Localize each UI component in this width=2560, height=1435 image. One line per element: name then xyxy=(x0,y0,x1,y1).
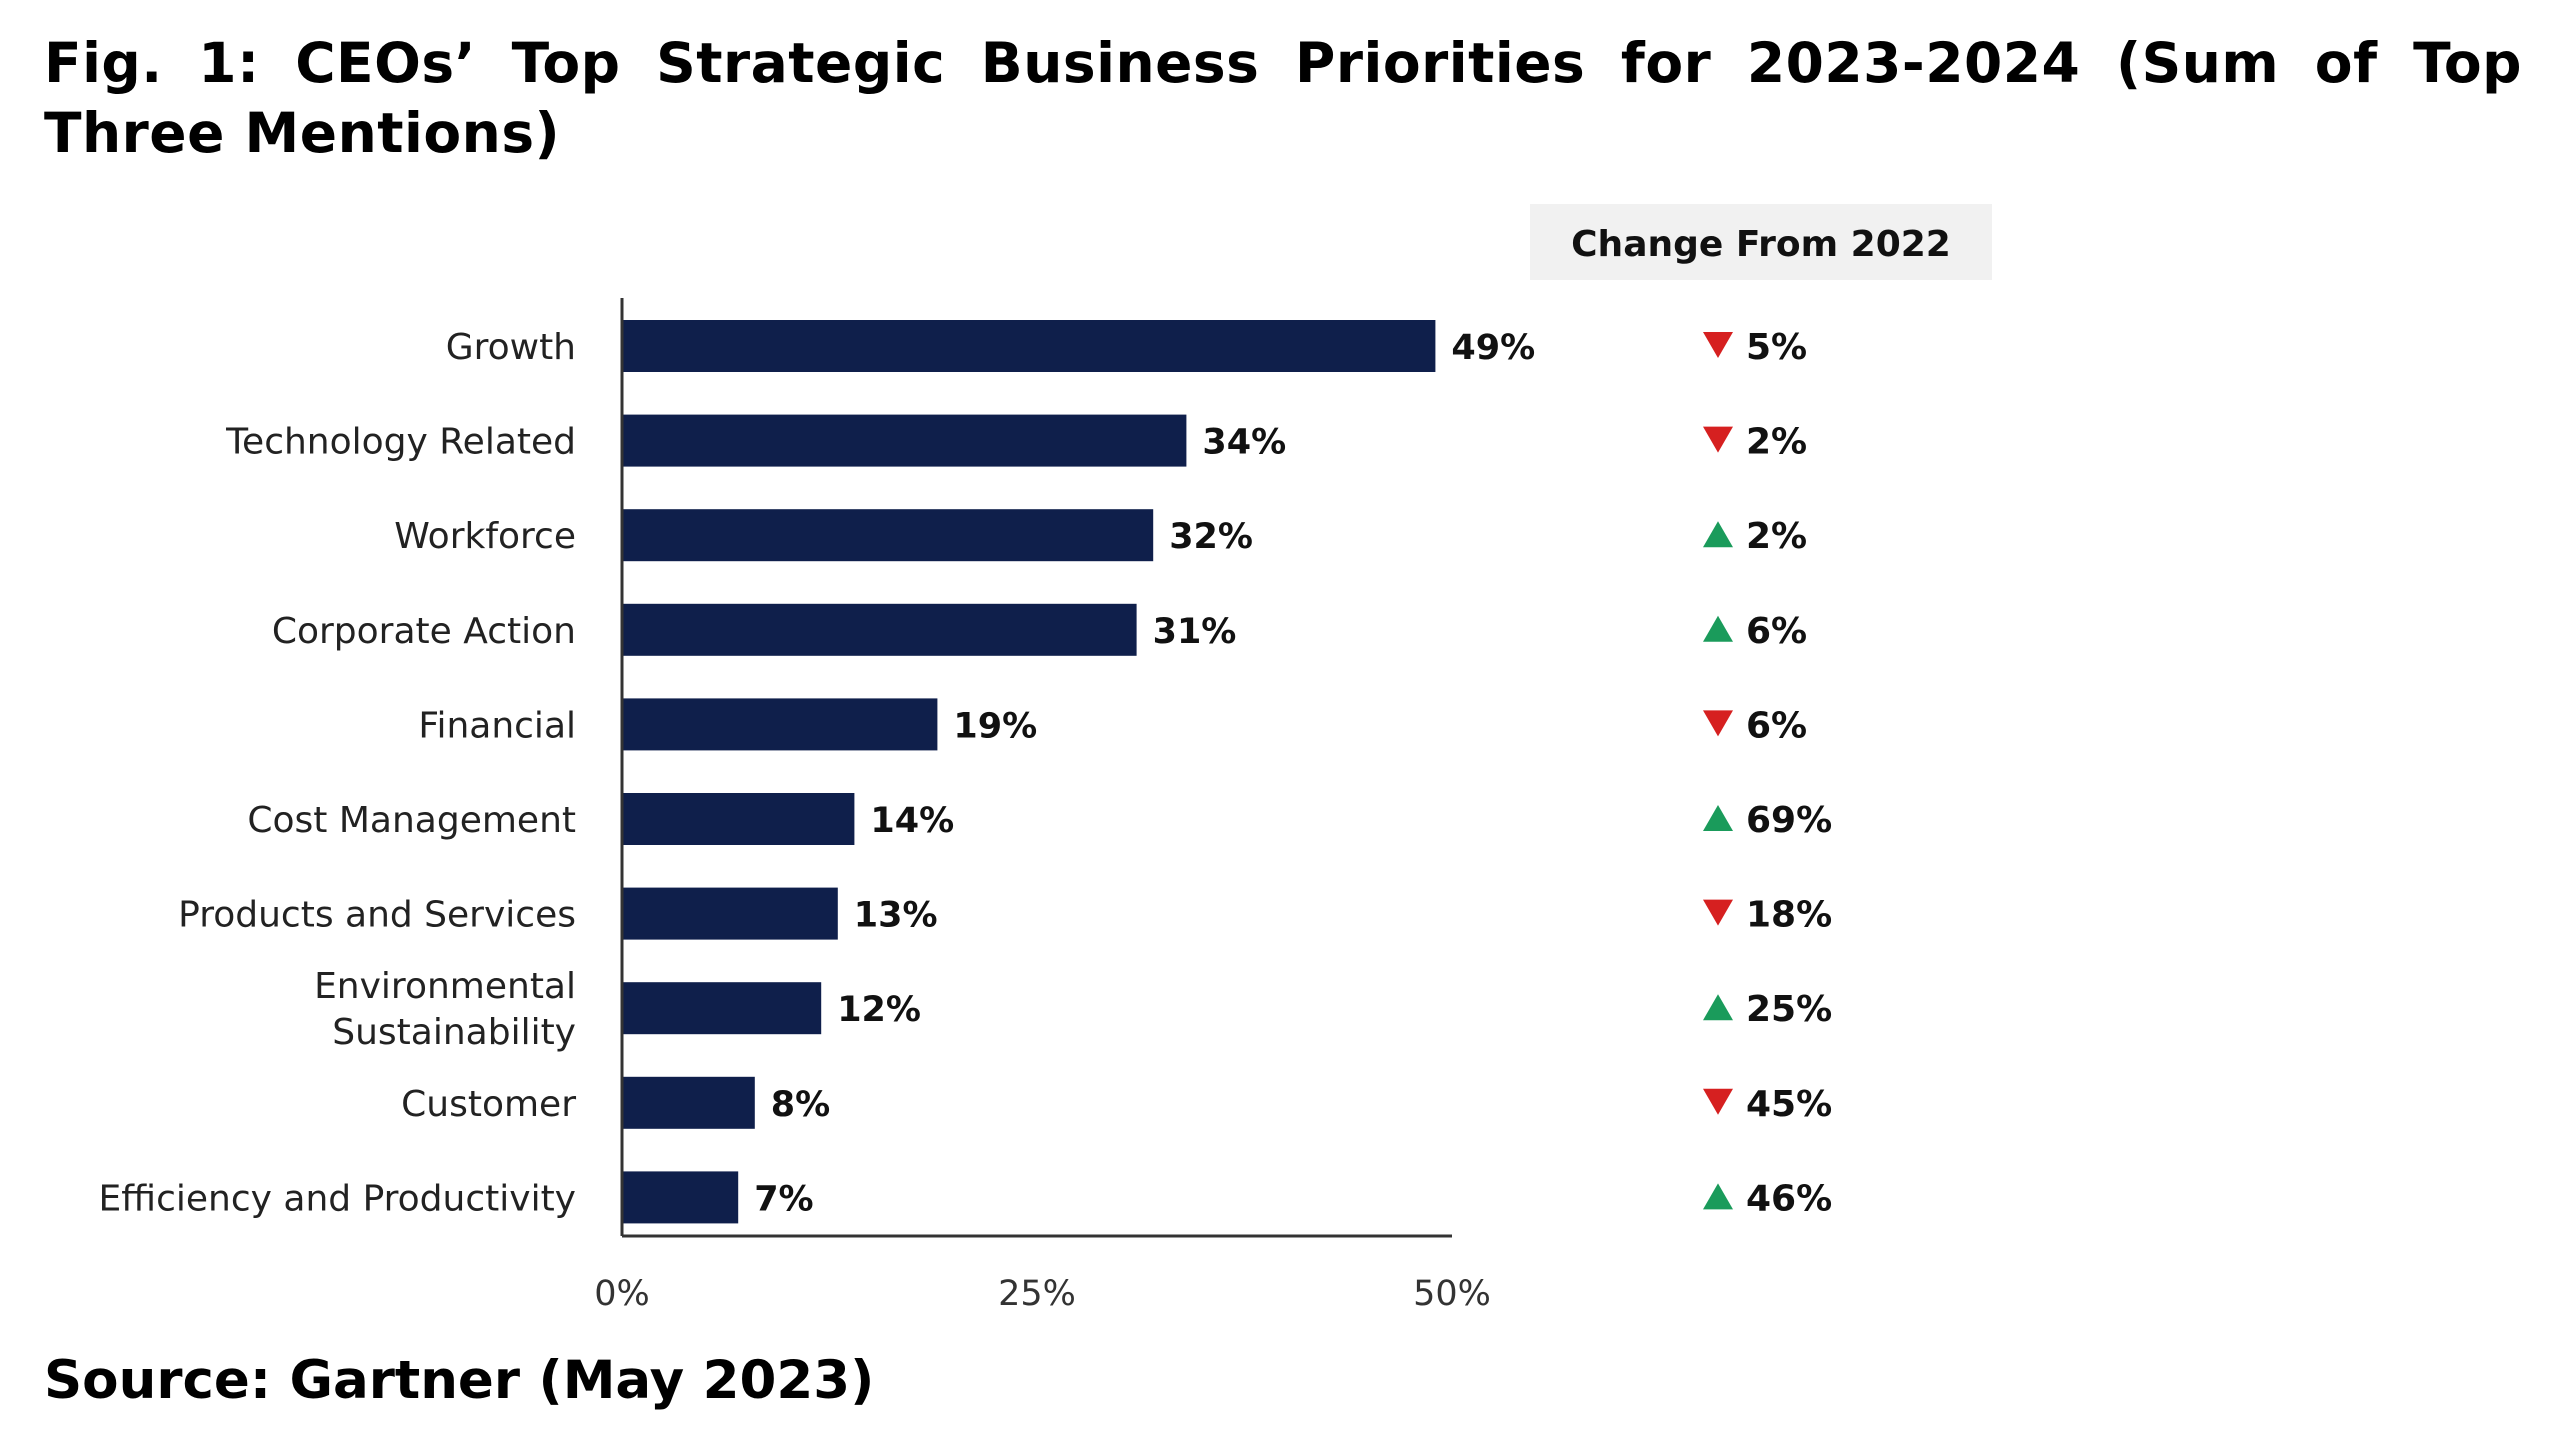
category-label: Cost Management xyxy=(247,800,576,841)
bar xyxy=(622,698,938,751)
category-label: Financial xyxy=(418,705,576,746)
bar-value-label: 13% xyxy=(854,896,938,936)
change-value: 5% xyxy=(1746,327,1807,368)
triangle-up-icon xyxy=(1703,521,1733,548)
change-value: 2% xyxy=(1746,422,1807,463)
bar-value-label: 32% xyxy=(1169,517,1253,557)
change-value: 6% xyxy=(1746,611,1807,652)
x-tick-label: 0% xyxy=(594,1274,650,1314)
triangle-up-icon xyxy=(1703,615,1733,642)
bar-value-label: 31% xyxy=(1153,612,1237,652)
triangle-up-icon xyxy=(1703,994,1733,1021)
bar xyxy=(622,320,1436,372)
category-label: Growth xyxy=(446,327,576,368)
category-label: Environmental Sustainability xyxy=(314,966,576,1053)
bar xyxy=(622,509,1154,562)
bar xyxy=(622,793,855,845)
source-note: Source: Gartner (May 2023) xyxy=(44,1350,875,1411)
category-label: Corporate Action xyxy=(272,611,576,652)
bar-value-label: 49% xyxy=(1451,328,1535,368)
bar xyxy=(622,982,822,1035)
triangle-down-icon xyxy=(1703,899,1733,926)
bar-value-label: 7% xyxy=(754,1179,813,1219)
category-label: Efficiency and Productivity xyxy=(99,1178,576,1219)
change-header-label: Change From 2022 xyxy=(1571,224,1951,265)
bar xyxy=(622,1171,739,1224)
bar-value-label: 19% xyxy=(953,706,1037,746)
figure-title: Fig. 1: CEOs’ Top Strategic Business Pri… xyxy=(44,31,2522,165)
change-value: 6% xyxy=(1746,705,1807,746)
change-value: 45% xyxy=(1746,1084,1832,1125)
change-value: 18% xyxy=(1746,895,1832,936)
bar-value-label: 8% xyxy=(771,1085,830,1125)
triangle-down-icon xyxy=(1703,426,1733,453)
triangle-down-icon xyxy=(1703,332,1733,358)
triangle-down-icon xyxy=(1703,710,1733,737)
change-value: 46% xyxy=(1746,1178,1832,1219)
category-label: Workforce xyxy=(394,516,576,557)
bar xyxy=(622,887,838,940)
triangle-up-icon xyxy=(1703,1183,1733,1210)
bar-value-label: 34% xyxy=(1202,423,1286,463)
category-label: Products and Services xyxy=(178,895,576,936)
bar-value-label: 14% xyxy=(870,801,954,841)
triangle-up-icon xyxy=(1703,805,1733,831)
category-label: Technology Related xyxy=(225,422,576,463)
bar xyxy=(622,414,1187,467)
change-value: 25% xyxy=(1746,989,1832,1030)
change-header-panel xyxy=(1530,204,1992,280)
triangle-down-icon xyxy=(1703,1088,1733,1115)
bar xyxy=(622,603,1137,656)
change-value: 2% xyxy=(1746,516,1807,557)
change-value: 69% xyxy=(1746,800,1832,841)
x-tick-label: 50% xyxy=(1413,1274,1491,1314)
bar-value-label: 12% xyxy=(837,990,921,1030)
x-tick-label: 25% xyxy=(998,1274,1076,1314)
bar xyxy=(622,1076,755,1129)
category-label: Customer xyxy=(401,1084,576,1125)
